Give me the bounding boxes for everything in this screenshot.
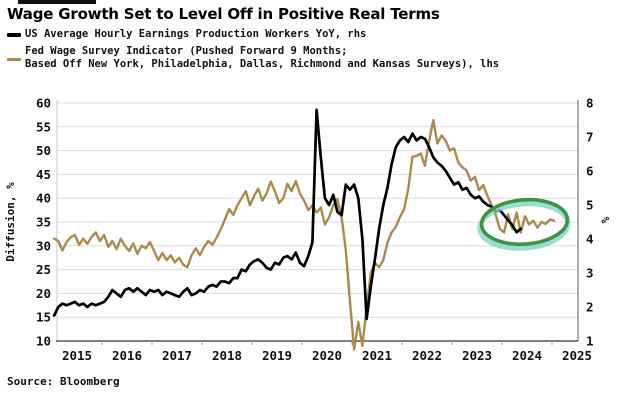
black-line-swatch — [7, 33, 21, 37]
chart-title: Wage Growth Set to Level Off in Positive… — [7, 5, 440, 23]
legend-label-us-ahe: US Average Hourly Earnings Production Wo… — [25, 28, 367, 40]
left-axis-tick-label: 15 — [36, 310, 51, 325]
left-axis-tick-label: 35 — [36, 215, 51, 230]
legend-item-us-ahe: US Average Hourly Earnings Production Wo… — [7, 28, 499, 42]
right-axis-tick-label: 6 — [586, 164, 594, 179]
x-axis-year-label: 2023 — [462, 348, 492, 363]
right-axis-tick-label: 3 — [586, 266, 594, 281]
left-axis-tick-label: 10 — [36, 334, 51, 349]
x-axis-year-label: 2017 — [162, 348, 192, 363]
left-axis-tick-label: 30 — [36, 238, 51, 253]
us-ahe-line — [52, 108, 523, 321]
chart-legend: US Average Hourly Earnings Production Wo… — [7, 28, 499, 75]
x-axis-year-label: 2016 — [112, 348, 142, 363]
right-axis-tick-label: 2 — [586, 300, 594, 315]
x-axis-year-label: 2025 — [562, 348, 592, 363]
x-axis-year-label: 2020 — [312, 348, 342, 363]
left-axis-tick-label: 60 — [36, 96, 51, 111]
legend-item-fed-survey: Fed Wage Survey Indicator (Pushed Forwar… — [7, 45, 499, 72]
x-axis-year-label: 2024 — [512, 348, 542, 363]
right-axis-tick-label: 1 — [586, 334, 594, 349]
x-axis-year-label: 2019 — [262, 348, 292, 363]
x-axis-year-label: 2022 — [412, 348, 442, 363]
left-axis-tick-label: 55 — [36, 119, 51, 134]
right-axis-tick-label: 5 — [586, 198, 594, 213]
left-axis-title: Diffusion, % — [4, 182, 17, 262]
left-axis-tick-label: 20 — [36, 286, 51, 301]
right-axis-tick-label: 8 — [586, 96, 594, 111]
fed-wage-survey-line — [52, 118, 556, 351]
legend-label-fed-line2: Based Off New York, Philadelphia, Dallas… — [25, 58, 500, 70]
right-axis-tick-label: 4 — [586, 232, 594, 247]
right-axis-tick-label: 7 — [586, 130, 594, 145]
top-black-bar — [18, 0, 96, 4]
tan-line-swatch — [7, 57, 21, 61]
highlight-ellipse — [479, 197, 570, 247]
source-note: Source: Bloomberg — [7, 375, 120, 388]
right-axis-title: % — [599, 216, 612, 223]
left-axis-tick-label: 25 — [36, 262, 51, 277]
legend-label-fed-line1: Fed Wage Survey Indicator (Pushed Forwar… — [25, 44, 348, 57]
left-axis-tick-label: 40 — [36, 191, 51, 206]
legend-label-fed-survey: Fed Wage Survey Indicator (Pushed Forwar… — [25, 45, 499, 72]
left-axis-tick-label: 50 — [36, 143, 51, 158]
x-axis-year-label: 2015 — [62, 348, 92, 363]
x-axis-year-label: 2018 — [212, 348, 242, 363]
left-axis-tick-label: 45 — [36, 167, 51, 182]
x-axis-year-label: 2021 — [362, 348, 392, 363]
